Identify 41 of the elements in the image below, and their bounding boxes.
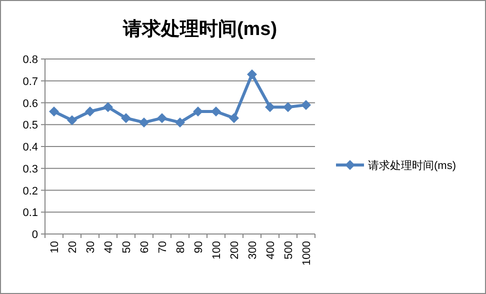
chart-title: 请求处理时间(ms) <box>122 18 278 40</box>
x-tick-label: 200 <box>229 241 241 260</box>
x-tick-label: 60 <box>139 241 151 254</box>
x-tick-label: 10 <box>49 241 61 254</box>
point <box>121 113 131 124</box>
point <box>49 106 59 116</box>
point <box>139 117 149 128</box>
x-tick-label: 300 <box>247 241 259 260</box>
x-tick-label: 80 <box>175 241 187 254</box>
x-tick-label: 30 <box>85 241 97 254</box>
point <box>67 115 77 126</box>
y-tick-label: 0.5 <box>22 120 38 132</box>
legend-label: 请求处理时间(ms) <box>368 159 456 172</box>
point <box>211 106 221 116</box>
point <box>283 102 293 112</box>
y-tick-label: 0 <box>32 229 38 241</box>
point <box>265 102 275 112</box>
point <box>193 106 203 116</box>
x-tick-label: 1000 <box>301 241 313 266</box>
point <box>175 117 185 128</box>
y-tick-label: 0.7 <box>22 76 38 88</box>
point <box>247 69 257 80</box>
y-tick-label: 0.3 <box>22 163 38 176</box>
x-tick-label: 400 <box>265 241 277 260</box>
x-tick-label: 40 <box>103 241 115 254</box>
point <box>157 113 167 124</box>
x-tick-label: 70 <box>157 241 169 254</box>
point <box>85 106 95 116</box>
x-tick-label: 50 <box>121 241 133 254</box>
y-tick-label: 0.4 <box>22 142 38 154</box>
x-tick-label: 90 <box>193 241 205 254</box>
x-tick-label: 500 <box>283 241 295 260</box>
point <box>229 113 239 124</box>
y-tick-label: 0.8 <box>22 54 38 66</box>
x-tick-label: 20 <box>67 241 79 254</box>
x-tick-label: 100 <box>211 241 223 260</box>
y-tick-label: 0.2 <box>22 185 38 198</box>
point <box>301 100 311 110</box>
y-tick-label: 0.1 <box>22 207 38 220</box>
point <box>103 102 113 112</box>
y-tick-label: 0.6 <box>22 98 38 110</box>
